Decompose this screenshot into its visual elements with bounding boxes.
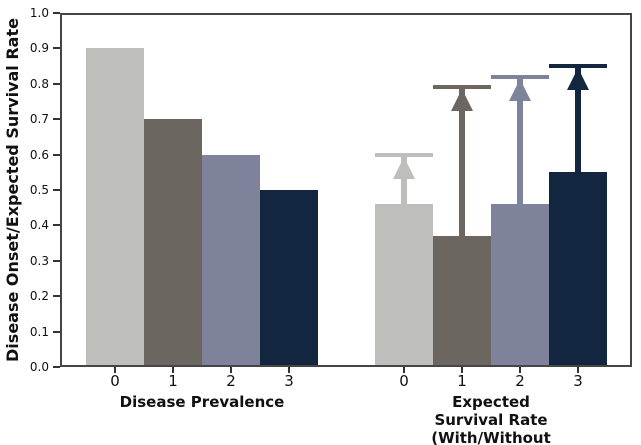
x-tick-mark [519,367,521,373]
arrow-stem [459,89,465,236]
x-tick-label: 1 [457,372,467,390]
arrow-stem [575,68,581,173]
bar-group1-cat0 [86,48,144,367]
x-axis-label-group1: Disease Prevalence [119,393,285,411]
bar-group1-cat1 [144,119,202,367]
arrow-up-icon [567,68,589,91]
y-tick-mark [53,118,60,121]
y-tick-label: 0.0 [29,360,49,374]
x-tick-label: 2 [515,372,525,390]
arrow-up-icon [451,89,473,112]
y-tick-label: 0.7 [29,112,49,127]
arrow-cap-line [549,64,607,69]
y-tick-mark [53,12,60,14]
y-tick-label: 0.1 [29,324,49,339]
x-tick-label: 3 [573,372,583,390]
y-tick-mark [53,330,60,333]
x-tick-label: 3 [284,372,294,390]
x-axis-label-group2: Expected Survival Rate (With/Without Ale… [431,393,551,445]
arrow-up-icon [393,156,415,179]
bar-group1-cat2 [202,154,260,367]
y-tick-mark [53,295,60,298]
bar-group1-cat3 [260,190,318,367]
arrow-up-icon [509,78,531,101]
bar-group2-cat1 [433,236,491,367]
y-tick-mark [53,366,60,368]
x-tick-mark [461,367,463,373]
bar-group2-cat2 [491,204,549,367]
y-tick-label: 0.9 [29,41,49,56]
y-tick-label: 0.6 [29,147,49,162]
bar-group2-cat3 [549,172,607,367]
y-tick-mark [53,82,60,85]
x-tick-mark [288,367,290,373]
y-tick-label: 0.5 [29,183,49,197]
y-tick-mark [53,189,60,191]
x-tick-mark [230,367,232,373]
x-tick-label: 0 [110,372,120,390]
arrow-cap-line [375,152,433,157]
arrow-stem [401,156,407,205]
x-tick-label: 1 [168,372,178,390]
y-tick-label: 0.8 [29,76,49,91]
y-tick-mark [53,47,60,50]
arrow-stem [517,78,523,205]
x-tick-mark [403,367,405,373]
arrow-cap-line [433,85,491,90]
y-tick-label: 0.2 [29,289,49,304]
y-tick-mark [53,153,60,156]
x-tick-label: 2 [226,372,236,390]
y-tick-mark [53,224,60,227]
x-tick-mark [577,367,579,373]
x-tick-label: 0 [399,372,409,390]
bar-group2-cat0 [375,204,433,367]
x-tick-mark [114,367,116,373]
x-tick-mark [172,367,174,373]
y-tick-label: 0.3 [29,253,49,268]
y-tick-mark [53,259,60,262]
y-tick-label: 0.4 [29,218,49,233]
arrow-cap-line [491,74,549,79]
y-tick-label: 1.0 [29,6,49,20]
